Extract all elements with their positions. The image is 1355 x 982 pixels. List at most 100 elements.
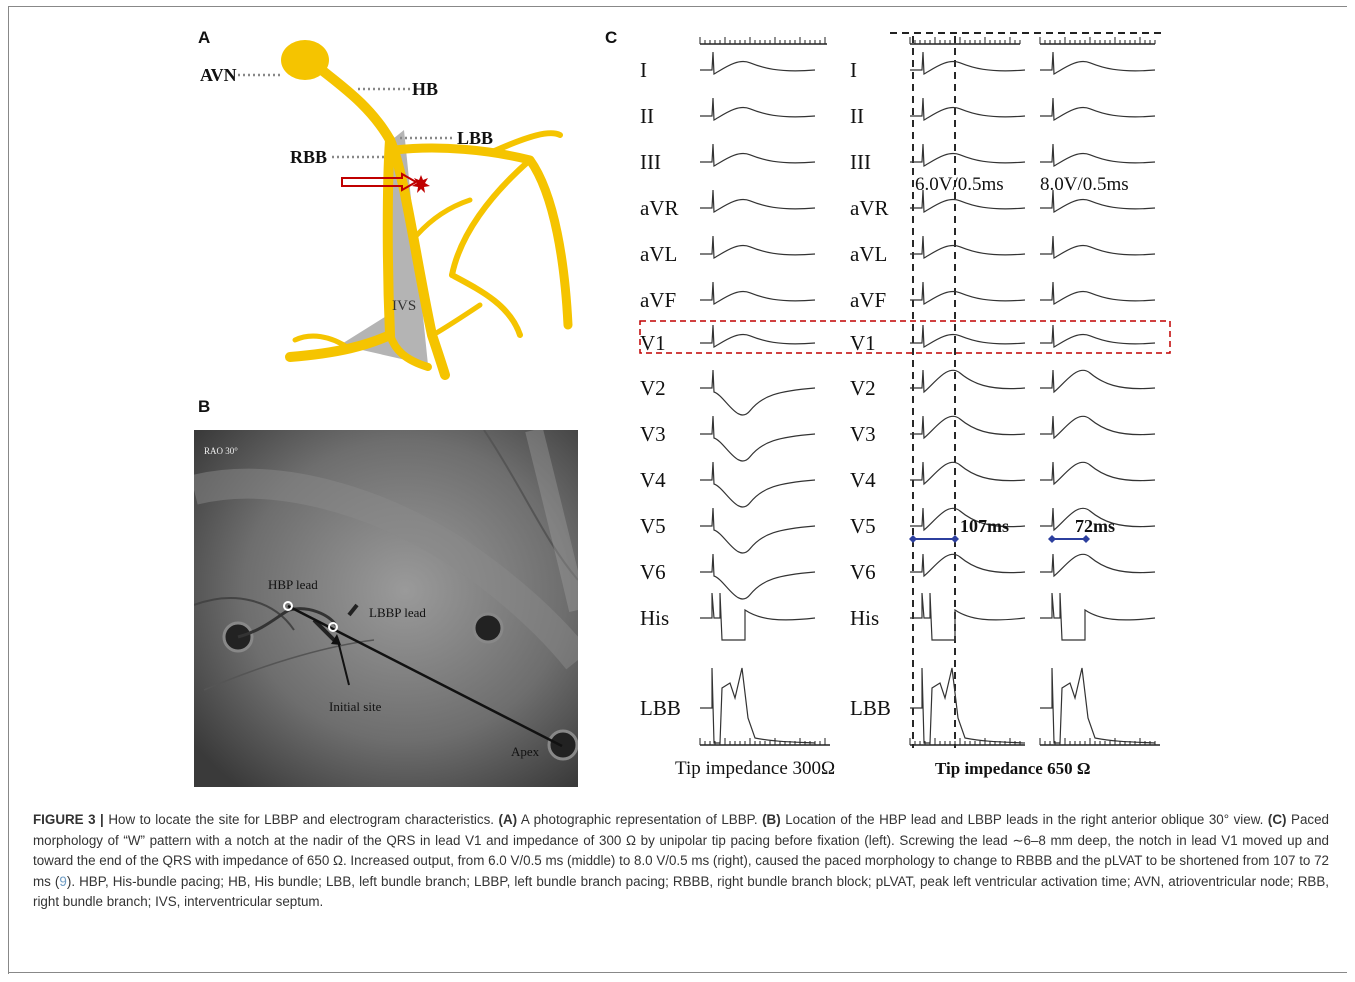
lead-label-left-avr: aVR: [640, 196, 679, 220]
trace-right-avf: [1040, 281, 1156, 306]
trace-left-v3: [700, 415, 816, 462]
lead-label-left-avf: aVF: [640, 288, 676, 312]
label-hb: HB: [412, 79, 438, 99]
trace-middle-lbb: [910, 667, 1026, 744]
trace-left-i: [700, 51, 816, 76]
caption-c-text-1: Paced morphology of “W” pattern with a n…: [33, 812, 1329, 889]
lead-label-left-v3: V3: [640, 422, 666, 446]
trace-middle-iii: [910, 143, 1026, 168]
panel-a-diagram: AVN HB LBB RBB IVS: [200, 40, 573, 380]
figure-frame-bottom: [8, 972, 1347, 973]
trace-right-his: [1040, 592, 1156, 641]
trace-right-v1: [1040, 324, 1156, 349]
trace-left-avr: [700, 189, 816, 214]
v1-highlight-box: [639, 320, 1171, 354]
conduction-branches: [285, 62, 573, 380]
lead-label-middle-v1: V1: [850, 331, 876, 355]
lead-label-middle-v5: V5: [850, 514, 876, 538]
lead-label-left-v4: V4: [640, 468, 666, 492]
hbp-lead-label: HBP lead: [268, 577, 318, 592]
trace-left-v4: [700, 461, 816, 508]
trace-middle-v6: [910, 553, 1026, 578]
label-ivs: IVS: [392, 298, 416, 314]
trace-middle-v1: [910, 324, 1026, 349]
fluoroscopy-image: HBP lead LBBP lead Initial site Apex RAO…: [194, 430, 578, 787]
lead-label-middle-v3: V3: [850, 422, 876, 446]
lead-label-left-i: I: [640, 58, 647, 82]
time-scale-ticks-top: [699, 37, 1156, 44]
figure-label: FIGURE 3 |: [33, 812, 104, 827]
figure-frame: [8, 6, 1347, 974]
caption-a-text: A photographic representation of LBBP.: [520, 812, 758, 827]
plvat-marker-right: [1048, 535, 1090, 543]
output-middle: 6.0V/0.5ms: [915, 174, 1004, 195]
lead-label-middle-v2: V2: [850, 376, 876, 400]
lead-label-left-his: His: [640, 606, 669, 630]
lead-label-middle-v4: V4: [850, 468, 876, 492]
lead-label-left-v2: V2: [640, 376, 666, 400]
panel-c-letter: C: [605, 28, 618, 47]
trace-right-v6: [1040, 553, 1156, 578]
trace-right-avr: [1040, 189, 1156, 214]
pacing-arrow: [341, 172, 430, 193]
trace-right-v2: [1040, 369, 1156, 394]
trace-right-v5: [1040, 507, 1156, 532]
trace-middle-v3: [910, 415, 1026, 440]
lead-label-middle-avr: aVR: [850, 196, 889, 220]
lead-label-middle-lbb: LBB: [850, 696, 891, 720]
trace-left-v5: [700, 507, 816, 554]
trace-middle-v5: [910, 507, 1026, 532]
caption-c-text-2: ).: [66, 873, 76, 889]
output-right: 8.0V/0.5ms: [1040, 174, 1129, 195]
reference-link[interactable]: 9: [59, 873, 67, 889]
lead-label-middle-avl: aVL: [850, 242, 887, 266]
trace-left-his: [700, 592, 816, 641]
trace-left-iii: [700, 143, 816, 168]
trace-middle-his: [910, 592, 1026, 641]
ecg-traces: [700, 51, 1156, 744]
panel-a-letter: A: [198, 28, 211, 47]
trace-left-lbb: [700, 667, 816, 744]
trace-left-v1: [700, 324, 816, 349]
trace-left-v6: [700, 553, 816, 600]
caption-b-label: (B): [762, 812, 781, 827]
trace-right-i: [1040, 51, 1156, 76]
lead-label-left-iii: III: [640, 150, 661, 174]
label-rbb: RBB: [290, 147, 327, 167]
trace-middle-ii: [910, 97, 1026, 122]
view-label: RAO 30°: [204, 446, 238, 456]
lead-label-middle-i: I: [850, 58, 857, 82]
lead-label-left-v5: V5: [640, 514, 666, 538]
caption-c-label: (C): [1267, 812, 1287, 827]
trace-left-avf: [700, 281, 816, 306]
lbbp-lead-label: LBBP lead: [369, 605, 426, 620]
apex-label: Apex: [511, 744, 540, 759]
trace-right-v3: [1040, 415, 1156, 440]
trace-right-lbb: [1040, 667, 1156, 744]
label-lbb: LBB: [457, 128, 493, 148]
caption-sentence-1: How to locate the site for LBBP and elec…: [108, 812, 495, 827]
trace-right-avl: [1040, 235, 1156, 260]
plvat-marker-middle: [909, 535, 959, 543]
panel-b-letter: B: [198, 397, 211, 416]
lead-label-left-v6: V6: [640, 560, 666, 584]
lead-label-left-lbb: LBB: [640, 696, 681, 720]
label-avn: AVN: [200, 65, 237, 85]
trace-left-v2: [700, 369, 816, 416]
caption-abbreviations: HBP, His-bundle pacing; HB, His bundle; …: [33, 873, 1329, 910]
av-node: [281, 40, 329, 80]
lead-label-middle-iii: III: [850, 150, 871, 174]
plvat-right-value: 72ms: [1075, 516, 1115, 536]
impedance-left: Tip impedance 300Ω: [675, 758, 835, 779]
plvat-middle-value: 107ms: [960, 516, 1009, 536]
trace-right-v4: [1040, 461, 1156, 486]
trace-left-ii: [700, 97, 816, 122]
trace-middle-i: [910, 51, 1026, 76]
lead-label-middle-v6: V6: [850, 560, 876, 584]
trace-middle-avf: [910, 281, 1026, 306]
lead-label-middle-avf: aVF: [850, 288, 886, 312]
caption-a-label: (A): [498, 812, 518, 827]
